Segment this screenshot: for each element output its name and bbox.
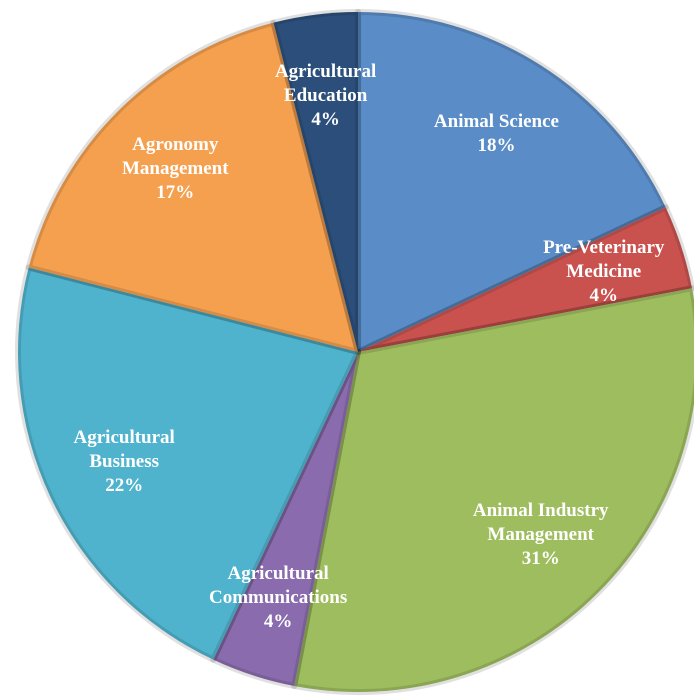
category-label: Agricultural Business [73,427,175,473]
slice-label: Agricultural Communications 4% [193,562,363,634]
category-label: Agricultural Education [274,60,377,106]
slice-label: Animal Science 18% [411,110,581,158]
value-label: 22% [105,475,144,497]
slice-label: Pre-Veterinary Medicine 4% [519,236,689,308]
slice-label: Agricultural Education 4% [241,60,411,132]
value-label: 31% [521,547,560,569]
value-label: 4% [311,108,340,130]
category-label: Agronomy Management [121,134,229,180]
value-label: 18% [477,134,516,156]
value-label: 17% [156,182,195,204]
pie-slice [355,9,669,355]
category-label: Pre-Veterinary Medicine [543,237,665,283]
pie-slice [15,264,361,663]
pie-slice [210,349,361,689]
pie-slice [291,285,694,695]
category-label: Animal Industry Management [472,499,609,545]
category-label: Agricultural Communications [208,562,348,608]
slice-label: Animal Industry Management 31% [456,499,626,571]
category-label: Animal Science [433,110,559,132]
slice-label: Agricultural Business 22% [39,426,209,498]
pie-slice [270,9,361,355]
pie-slice [355,204,694,355]
slice-label: Agronomy Management 17% [90,133,260,205]
value-label: 4% [263,610,293,632]
value-label: 4% [589,285,619,307]
pie-slice [25,19,361,355]
